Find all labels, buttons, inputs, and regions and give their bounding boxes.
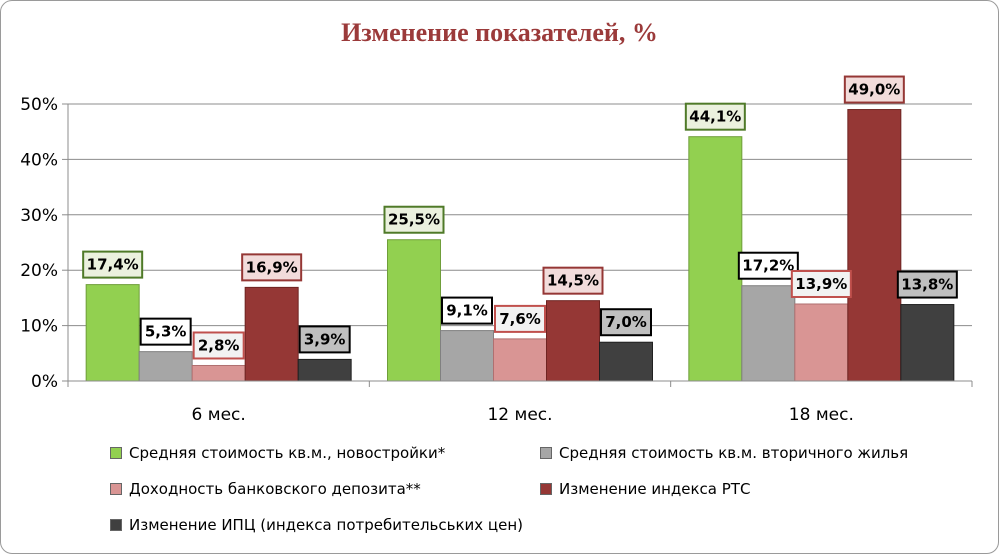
x-tick-label: 6 мес. <box>192 405 246 425</box>
data-label: 44,1% <box>689 108 741 126</box>
bar <box>493 338 547 382</box>
data-label-box <box>139 317 192 346</box>
legend-swatch <box>110 519 122 531</box>
legend-item-bank-deposit: Доходность банковского депозита** <box>110 480 421 498</box>
data-label: 13,9% <box>795 275 847 293</box>
bar <box>138 351 193 382</box>
data-label-box <box>790 269 852 298</box>
y-tick-label: 10% <box>20 317 58 337</box>
data-label: 17,2% <box>742 257 794 275</box>
data-label-box <box>82 250 144 279</box>
bar <box>599 341 653 382</box>
y-tick-label: 40% <box>20 150 58 170</box>
bar <box>741 285 796 382</box>
data-label-box <box>600 308 652 337</box>
data-label: 7,6% <box>499 310 541 328</box>
data-label-box <box>241 253 303 282</box>
legend-item-new-buildings: Средняя стоимость кв.м., новостройки* <box>110 444 445 462</box>
legend-item-rts-index: Изменение индекса РТС <box>540 480 750 498</box>
data-label-box <box>494 304 546 333</box>
legend-label: Средняя стоимость кв.м., новостройки* <box>129 444 446 462</box>
bar <box>794 303 849 382</box>
bar <box>440 330 494 382</box>
data-label: 2,8% <box>198 336 240 354</box>
legend-item-cpi: Изменение ИПЦ (индекса потребительських … <box>110 516 523 534</box>
legend-swatch <box>110 483 122 495</box>
data-label: 16,9% <box>246 258 298 276</box>
data-label-box <box>896 270 958 299</box>
data-label-box <box>441 296 493 325</box>
legend-item-secondary-housing: Средняя стоимость кв.м. вторичного жилья <box>540 444 908 462</box>
bar <box>85 284 140 382</box>
y-tick-label: 30% <box>20 206 58 226</box>
x-tick-label: 18 мес. <box>789 405 854 425</box>
data-label-box <box>737 251 799 280</box>
data-label-box <box>192 331 245 360</box>
bar <box>900 304 955 382</box>
data-label-box <box>298 325 351 354</box>
data-label: 3,9% <box>304 330 346 348</box>
legend-label: Изменение индекса РТС <box>559 480 751 498</box>
data-label-box <box>843 75 905 104</box>
data-label: 14,5% <box>547 272 599 290</box>
data-label: 5,3% <box>145 323 187 341</box>
bar <box>847 109 902 382</box>
data-label: 9,1% <box>446 302 488 320</box>
data-label-box <box>684 102 746 131</box>
legend-label: Средняя стоимость кв.м. вторичного жилья <box>559 444 909 462</box>
y-tick-label: 20% <box>20 261 58 281</box>
data-label-box <box>383 205 445 234</box>
data-label: 7,0% <box>605 313 647 331</box>
data-label-box <box>542 266 604 295</box>
legend-swatch <box>540 447 552 459</box>
bar <box>688 136 743 382</box>
x-tick-label: 12 мес. <box>487 405 552 425</box>
data-label: 13,8% <box>901 276 953 294</box>
y-tick-label: 50% <box>20 95 58 115</box>
bar <box>244 286 299 382</box>
y-tick-label: 0% <box>31 372 58 392</box>
bar <box>546 300 600 382</box>
chart-title: Изменение показателей, % <box>341 18 658 47</box>
data-label: 25,5% <box>388 211 440 229</box>
bar <box>191 364 246 382</box>
data-label: 49,0% <box>848 81 900 99</box>
data-label: 17,4% <box>87 256 139 274</box>
legend-swatch <box>110 447 122 459</box>
legend-label: Доходность банковского депозита** <box>129 480 421 498</box>
legend-label: Изменение ИПЦ (индекса потребительських … <box>129 516 524 534</box>
bar <box>297 358 352 382</box>
bar <box>387 239 441 382</box>
legend-swatch <box>540 483 552 495</box>
